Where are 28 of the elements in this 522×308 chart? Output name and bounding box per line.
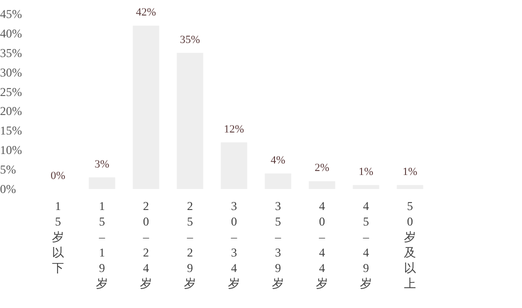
data-label: 42% (136, 6, 156, 19)
y-tick-label: 20% (0, 104, 22, 118)
data-label: 3% (94, 158, 110, 170)
x-tick-label: 30–34岁 (228, 199, 240, 290)
data-label: 0% (50, 170, 66, 182)
data-label: 4% (270, 154, 286, 166)
data-label: 2% (314, 162, 330, 174)
y-tick-label: 0% (0, 182, 16, 196)
y-tick-label: 35% (0, 46, 22, 60)
x-tick-label: 50岁及以上 (404, 199, 416, 290)
data-label: 12% (224, 123, 244, 136)
y-tick-label: 30% (0, 65, 22, 80)
data-label: 1% (402, 166, 418, 178)
y-tick-label: 5% (0, 162, 16, 177)
y-tick-label: 25% (0, 84, 22, 99)
x-tick-label: 45–49岁 (360, 199, 372, 290)
data-label: 1% (358, 166, 374, 178)
x-tick-label: 40–44岁 (316, 199, 328, 290)
x-tick-label: 15岁以下 (52, 199, 64, 275)
data-label: 35% (180, 34, 200, 46)
y-tick-label: 40% (0, 26, 22, 40)
x-tick-label: 25–29岁 (184, 199, 196, 290)
x-tick-label: 35–39岁 (272, 199, 284, 290)
x-tick-label: 20–24岁 (140, 199, 152, 290)
y-tick-label: 10% (0, 143, 22, 158)
x-tick-label: 15–19岁 (96, 199, 108, 290)
y-tick-label: 45% (0, 7, 22, 21)
y-tick-label: 15% (0, 124, 22, 138)
